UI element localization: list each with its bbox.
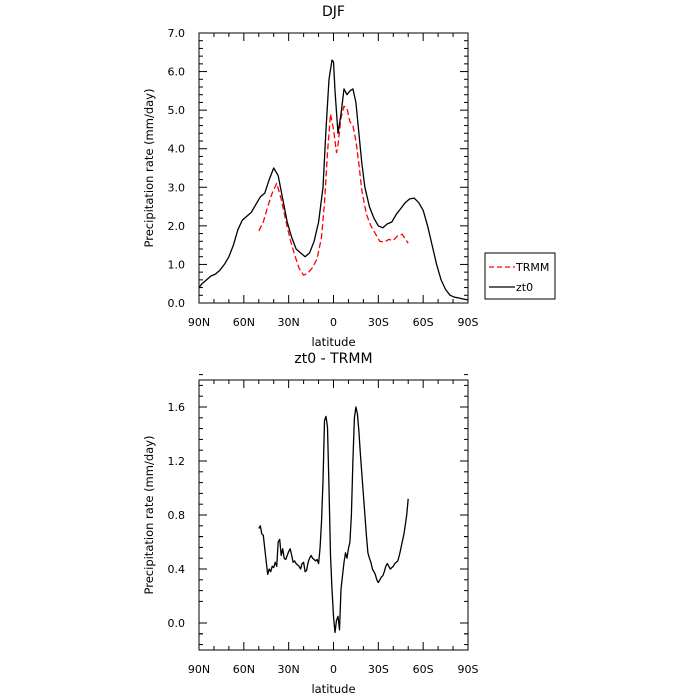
series-line-zt0: [198, 59, 469, 301]
x-tick-label: 60S: [413, 663, 434, 676]
y-tick-label: 0.4: [168, 563, 186, 576]
y-tick-label: 0.8: [168, 509, 186, 522]
y-tick-label: 1.2: [168, 455, 186, 468]
y-tick-label: 1.0: [168, 258, 186, 271]
x-tick-label: 90N: [188, 663, 210, 676]
x-tick-label: 30N: [278, 316, 300, 329]
y-tick-label: 4.0: [168, 143, 186, 156]
x-tick-label: 30N: [278, 663, 300, 676]
x-tick-label: 90S: [458, 316, 479, 329]
y-tick-label: 7.0: [168, 27, 186, 40]
y-tick-label: 3.0: [168, 181, 186, 194]
y-tick-label: 6.0: [168, 66, 186, 79]
x-tick-label: 60N: [233, 663, 255, 676]
y-tick-label: 0.0: [168, 297, 186, 310]
y-tick-label: 5.0: [168, 104, 186, 117]
x-axis-label: latitude: [311, 335, 355, 349]
series-line-difference: [258, 406, 409, 634]
x-tick-label: 90N: [188, 316, 210, 329]
y-axis-label: Precipitation rate (mm/day): [142, 89, 156, 248]
y-tick-label: 0.0: [168, 617, 186, 630]
y-axis-label: Precipitation rate (mm/day): [142, 436, 156, 595]
x-tick-label: 90S: [458, 663, 479, 676]
legend-label: zt0: [516, 281, 533, 294]
legend-label: TRMM: [515, 261, 549, 274]
x-tick-label: 0: [330, 316, 337, 329]
chart-panel-1: DJF 90N 60N 30N 0 30S 60S 90S 0.0 1.0 2.0 3.0 4.0 5.0…: [142, 4, 556, 349]
chart-panel-2: zt0 - TRMM 90N 60N 30N 0 30S 60S 90S 0.0 0.4 0.8 1.…: [142, 351, 479, 696]
y-tick-label: 1.6: [168, 401, 186, 414]
series-line-trmm: [258, 105, 409, 276]
x-tick-label: 60N: [233, 316, 255, 329]
chart-title: zt0 - TRMM: [294, 351, 372, 367]
legend-box: [484, 252, 556, 300]
chart-title: DJF: [322, 4, 345, 20]
x-tick-label: 60S: [413, 316, 434, 329]
x-tick-label: 30S: [368, 316, 389, 329]
legend: TRMM zt0: [484, 252, 556, 300]
x-tick-label: 30S: [368, 663, 389, 676]
y-tick-label: 2.0: [168, 220, 186, 233]
x-axis-label: latitude: [311, 682, 355, 696]
x-tick-label: 0: [330, 663, 337, 676]
